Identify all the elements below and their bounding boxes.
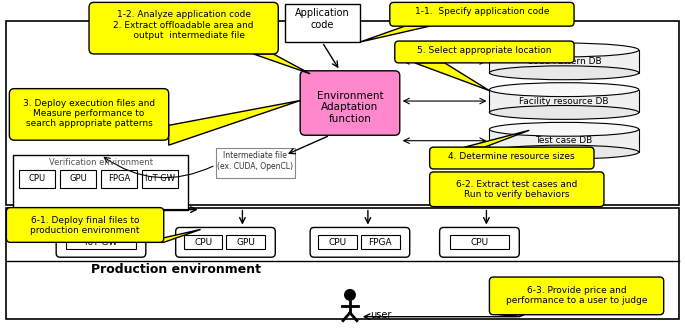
Bar [60, 170, 96, 188]
FancyBboxPatch shape [429, 147, 594, 169]
Polygon shape [360, 26, 429, 42]
Ellipse shape [489, 43, 639, 57]
Text: Environment
Adaptation
function: Environment Adaptation function [316, 90, 384, 124]
Text: CPU: CPU [471, 238, 488, 247]
FancyBboxPatch shape [440, 227, 519, 257]
Text: 6-2. Extract test cases and
Run to verify behaviors: 6-2. Extract test cases and Run to verif… [456, 180, 577, 199]
Text: CPU: CPU [194, 238, 212, 247]
FancyBboxPatch shape [310, 227, 410, 257]
Ellipse shape [489, 145, 639, 159]
Polygon shape [499, 315, 524, 317]
Bar [216, 148, 295, 178]
Text: Production environment: Production environment [91, 263, 261, 276]
Bar [142, 170, 177, 188]
Bar [227, 235, 265, 249]
FancyBboxPatch shape [489, 277, 664, 315]
Polygon shape [414, 63, 489, 90]
Polygon shape [169, 101, 300, 145]
Text: 3. Deploy execution files and
Measure performance to
search appropriate patterns: 3. Deploy execution files and Measure pe… [23, 99, 155, 128]
Bar [6, 208, 679, 319]
Bar [489, 129, 639, 152]
Text: GPU: GPU [236, 238, 256, 247]
Text: FPGA: FPGA [369, 238, 392, 247]
Bar [489, 89, 639, 113]
Bar [318, 235, 357, 249]
Text: GPU: GPU [69, 174, 87, 183]
Bar [449, 235, 510, 249]
Text: 6-3. Provide price and
performance to a user to judge: 6-3. Provide price and performance to a … [506, 286, 647, 305]
Bar [361, 235, 400, 249]
FancyBboxPatch shape [390, 2, 574, 26]
FancyBboxPatch shape [300, 71, 400, 135]
FancyBboxPatch shape [56, 227, 146, 257]
Bar [66, 235, 136, 249]
Text: 5. Select appropriate location: 5. Select appropriate location [417, 46, 551, 55]
Text: FPGA: FPGA [108, 174, 130, 183]
Text: Intermediate file
(ex. CUDA, OpenCL): Intermediate file (ex. CUDA, OpenCL) [217, 151, 293, 170]
FancyBboxPatch shape [6, 208, 164, 242]
Bar [489, 50, 639, 73]
Ellipse shape [489, 106, 639, 119]
Text: Verification environment: Verification environment [49, 158, 153, 167]
Bar [6, 21, 679, 205]
Text: CPU: CPU [329, 238, 347, 247]
Text: Test case DB: Test case DB [536, 136, 593, 145]
Text: Facility resource DB: Facility resource DB [519, 96, 609, 106]
Bar [184, 235, 223, 249]
Bar [13, 155, 188, 210]
Polygon shape [464, 130, 530, 147]
FancyBboxPatch shape [89, 2, 278, 54]
FancyBboxPatch shape [395, 41, 574, 63]
Text: 6-1. Deploy final files to
production environment: 6-1. Deploy final files to production en… [30, 215, 140, 235]
Text: IoT GW: IoT GW [85, 238, 117, 247]
Polygon shape [253, 54, 310, 74]
Ellipse shape [489, 83, 639, 97]
Ellipse shape [489, 122, 639, 136]
Bar [101, 170, 137, 188]
Polygon shape [144, 229, 201, 242]
FancyBboxPatch shape [429, 172, 604, 207]
Text: 1-2. Analyze application code
2. Extract offloadable area and
    output  interm: 1-2. Analyze application code 2. Extract… [114, 10, 254, 40]
Text: CPU: CPU [29, 174, 46, 183]
Text: IoT GW: IoT GW [145, 174, 175, 183]
Text: Code Pattern DB: Code Pattern DB [527, 57, 601, 66]
Text: 1-1.  Specify application code: 1-1. Specify application code [414, 7, 549, 16]
Ellipse shape [489, 66, 639, 80]
Text: user: user [370, 310, 391, 320]
Bar [19, 170, 55, 188]
Bar [285, 4, 360, 42]
FancyBboxPatch shape [10, 89, 169, 140]
FancyBboxPatch shape [175, 227, 275, 257]
Text: 4. Determine resource sizes: 4. Determine resource sizes [449, 152, 575, 161]
Circle shape [344, 289, 356, 301]
Text: Application
code: Application code [295, 8, 349, 30]
